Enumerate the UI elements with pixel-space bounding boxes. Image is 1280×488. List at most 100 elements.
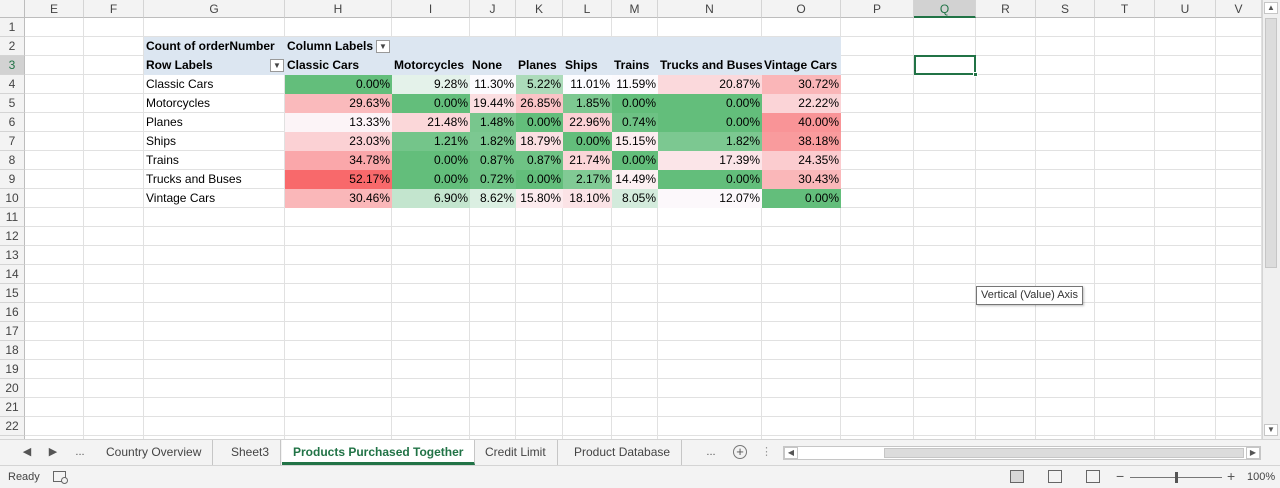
column-header[interactable]: L — [563, 0, 612, 18]
row-header[interactable]: 21 — [0, 398, 25, 417]
pivot-value-cell[interactable]: 1.85% — [563, 94, 612, 113]
pivot-value-cell[interactable]: 29.63% — [285, 94, 392, 113]
pivot-value-cell[interactable]: 0.87% — [516, 151, 563, 170]
pivot-column-header[interactable]: Trucks and Buses — [658, 56, 762, 75]
column-header[interactable]: Q — [914, 0, 976, 18]
pivot-value-cell[interactable]: 52.17% — [285, 170, 392, 189]
pivot-column-header[interactable]: Motorcycles — [392, 56, 470, 75]
active-cell-selection[interactable] — [914, 55, 976, 75]
pivot-value-cell[interactable]: 0.00% — [563, 132, 612, 151]
tab-more-left[interactable]: ... — [75, 446, 85, 458]
zoom-out-button[interactable]: − — [1116, 468, 1125, 484]
row-header[interactable]: 19 — [0, 360, 25, 379]
column-header[interactable]: S — [1036, 0, 1095, 18]
pivot-row-label[interactable]: Planes — [146, 115, 183, 129]
column-header[interactable]: M — [612, 0, 658, 18]
vertical-scrollbar[interactable]: ▲ ▼ — [1262, 0, 1280, 439]
pivot-value-cell[interactable]: 11.59% — [612, 75, 658, 94]
pivot-value-cell[interactable]: 9.28% — [392, 75, 470, 94]
tab-scroll-left-icon[interactable]: ◀ — [22, 446, 32, 458]
column-header[interactable]: T — [1095, 0, 1155, 18]
select-all-corner[interactable] — [0, 0, 25, 18]
column-header[interactable]: O — [762, 0, 841, 18]
pivot-value-cell[interactable]: 0.00% — [516, 170, 563, 189]
pivot-value-cell[interactable]: 1.82% — [658, 132, 762, 151]
pivot-column-header[interactable]: None — [470, 56, 516, 75]
column-header[interactable]: K — [516, 0, 563, 18]
pivot-value-cell[interactable]: 11.30% — [470, 75, 516, 94]
pivot-value-cell[interactable]: 21.74% — [563, 151, 612, 170]
row-header[interactable]: 22 — [0, 417, 25, 436]
column-header[interactable]: N — [658, 0, 762, 18]
row-header[interactable]: 3 — [0, 56, 25, 75]
row-header[interactable]: 16 — [0, 303, 25, 322]
column-header[interactable]: R — [976, 0, 1036, 18]
row-header[interactable]: 2 — [0, 37, 25, 56]
pivot-row-label[interactable]: Trains — [146, 153, 179, 167]
pivot-value-cell[interactable]: 0.87% — [470, 151, 516, 170]
pivot-value-cell[interactable]: 18.10% — [563, 189, 612, 208]
column-header[interactable]: J — [470, 0, 516, 18]
row-header[interactable]: 10 — [0, 189, 25, 208]
pivot-value-cell[interactable]: 40.00% — [762, 113, 841, 132]
pivot-value-cell[interactable]: 30.46% — [285, 189, 392, 208]
scroll-down-button[interactable]: ▼ — [1264, 424, 1278, 436]
pivot-value-cell[interactable]: 1.82% — [470, 132, 516, 151]
column-header[interactable]: E — [25, 0, 84, 18]
pivot-value-cell[interactable]: 20.87% — [658, 75, 762, 94]
pivot-value-cell[interactable]: 30.43% — [762, 170, 841, 189]
pivot-value-cell[interactable]: 17.39% — [658, 151, 762, 170]
row-header[interactable]: 9 — [0, 170, 25, 189]
add-sheet-button[interactable]: + — [733, 445, 747, 459]
scroll-right-button[interactable]: ▶ — [1246, 447, 1260, 459]
fill-handle[interactable] — [973, 72, 978, 77]
pivot-value-cell[interactable]: 34.78% — [285, 151, 392, 170]
pivot-value-cell[interactable]: 0.00% — [658, 113, 762, 132]
pivot-value-cell[interactable]: 15.80% — [516, 189, 563, 208]
column-labels-filter-button[interactable]: ▼ — [376, 40, 390, 53]
pivot-value-cell[interactable]: 22.96% — [563, 113, 612, 132]
pivot-value-cell[interactable]: 12.07% — [658, 189, 762, 208]
pivot-value-cell[interactable]: 15.15% — [612, 132, 658, 151]
pivot-value-cell[interactable]: 0.00% — [392, 170, 470, 189]
pivot-value-cell[interactable]: 0.00% — [658, 94, 762, 113]
row-header[interactable]: 12 — [0, 227, 25, 246]
pivot-row-label[interactable]: Vintage Cars — [146, 191, 216, 205]
pivot-value-cell[interactable]: 22.22% — [762, 94, 841, 113]
row-labels-filter-button[interactable]: ▼ — [270, 59, 284, 72]
macro-recording-icon[interactable] — [53, 471, 68, 484]
tab-scroll-right-icon[interactable]: ▶ — [48, 446, 58, 458]
scroll-up-button[interactable]: ▲ — [1264, 2, 1278, 14]
pivot-value-cell[interactable]: 24.35% — [762, 151, 841, 170]
row-header[interactable]: 7 — [0, 132, 25, 151]
row-header[interactable]: 6 — [0, 113, 25, 132]
pivot-value-cell[interactable]: 14.49% — [612, 170, 658, 189]
row-header[interactable]: 1 — [0, 18, 25, 37]
page-layout-view-icon[interactable] — [1048, 470, 1062, 483]
pivot-row-label[interactable]: Ships — [146, 134, 177, 148]
row-header[interactable]: 5 — [0, 94, 25, 113]
sheet-tab[interactable]: Products Purchased Together — [282, 440, 476, 465]
row-header[interactable]: 13 — [0, 246, 25, 265]
pivot-row-label[interactable]: Classic Cars — [146, 77, 214, 91]
row-header[interactable]: 17 — [0, 322, 25, 341]
sheet-tab[interactable]: Country Overview — [95, 440, 214, 465]
row-header[interactable]: 11 — [0, 208, 25, 227]
column-header[interactable]: U — [1155, 0, 1216, 18]
column-header[interactable]: P — [841, 0, 914, 18]
pivot-column-header[interactable]: Classic Cars — [285, 56, 392, 75]
column-header[interactable]: H — [285, 0, 392, 18]
pivot-value-cell[interactable]: 0.00% — [612, 151, 658, 170]
column-header[interactable]: G — [144, 0, 285, 18]
tab-more-right[interactable]: ... — [697, 440, 725, 466]
row-header[interactable]: 18 — [0, 341, 25, 360]
sheet-tab[interactable]: Product Database — [563, 440, 683, 465]
row-header[interactable]: 14 — [0, 265, 25, 284]
row-header[interactable]: 8 — [0, 151, 25, 170]
pivot-value-cell[interactable]: 8.05% — [612, 189, 658, 208]
row-header[interactable]: 23 — [0, 436, 25, 439]
horizontal-scrollbar[interactable]: ◀ ▶ — [783, 446, 1261, 460]
pivot-column-labels[interactable]: Column Labels — [285, 37, 841, 56]
vertical-scroll-thumb[interactable] — [1265, 18, 1277, 268]
pivot-value-field[interactable]: Count of orderNumber — [144, 37, 285, 56]
